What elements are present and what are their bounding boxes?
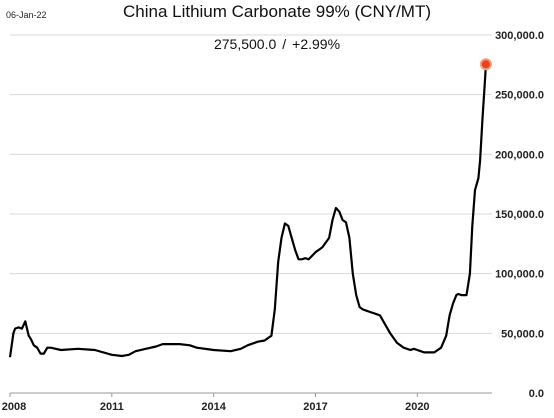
- grid-lines: [10, 34, 492, 334]
- y-tick-label: 100,000.0: [495, 269, 544, 281]
- x-tick-label: 2020: [405, 401, 429, 413]
- latest-point-marker: [479, 58, 492, 71]
- y-tick-label: 50,000.0: [501, 328, 544, 340]
- x-axis-ticks: 2008 2011 2014 2017 2020: [2, 401, 430, 413]
- price-change-label: 275,500.0/+2.99%: [213, 36, 341, 52]
- date-label: 06-Jan-22: [6, 10, 47, 20]
- y-tick-label: 250,000.0: [495, 90, 544, 102]
- change-percent: +2.99%: [292, 36, 341, 52]
- x-tick-label: 2008: [2, 401, 26, 413]
- price-series-line: [8, 64, 487, 358]
- axes: [9, 392, 492, 397]
- y-axis-ticks: 0.0 50,000.0 100,000.0 150,000.0 200,000.0 25…: [495, 30, 544, 400]
- price-value: 275,500.0: [213, 36, 277, 52]
- chart-title: China Lithium Carbonate 99% (CNY/MT): [122, 2, 431, 21]
- y-tick-label: 150,000.0: [495, 209, 544, 221]
- x-tick-label: 2014: [201, 401, 226, 413]
- y-tick-label: 300,000.0: [495, 30, 544, 42]
- y-tick-label: 0.0: [529, 388, 544, 400]
- y-tick-label: 200,000.0: [495, 149, 544, 161]
- x-tick-label: 2017: [303, 401, 327, 413]
- x-tick-label: 2011: [100, 401, 124, 413]
